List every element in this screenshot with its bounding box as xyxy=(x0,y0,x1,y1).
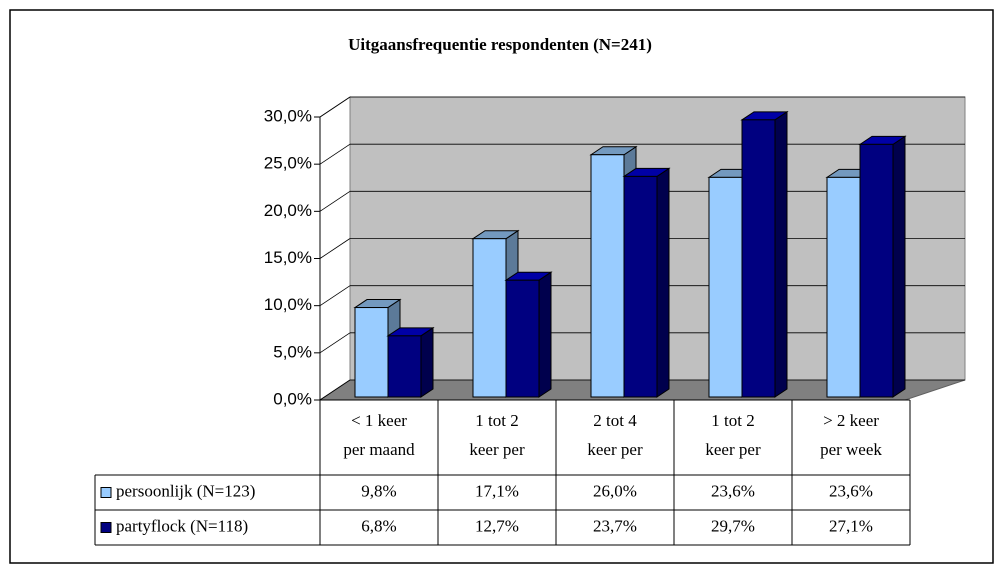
bar xyxy=(740,110,789,398)
bar-front xyxy=(623,175,658,398)
x-tick-label: < 1 keer per maand xyxy=(343,411,415,459)
bar xyxy=(622,167,671,398)
data-label: 27,1% xyxy=(829,516,873,535)
x-tick-label: 1 tot 2 keer per xyxy=(469,411,525,459)
y-tick-label: 0,0% xyxy=(273,389,312,408)
bar xyxy=(858,135,907,398)
grid-line xyxy=(319,191,351,212)
legend-swatch xyxy=(100,522,112,533)
grid-line xyxy=(319,332,351,354)
bar-front xyxy=(708,176,743,398)
bar-front xyxy=(741,119,776,398)
grid-line xyxy=(319,238,351,259)
data-label: 29,7% xyxy=(711,516,755,535)
chart-title: Uitgaansfrequentie respondenten (N=241) xyxy=(348,35,652,54)
y-tick-label: 10,0% xyxy=(264,295,312,314)
data-label: 6,8% xyxy=(361,516,396,535)
bar-side xyxy=(774,110,788,398)
data-label: 9,8% xyxy=(361,481,396,500)
bar xyxy=(504,271,553,398)
bar-side xyxy=(892,135,906,398)
y-tick-label: 15,0% xyxy=(264,248,312,267)
grid-line xyxy=(319,143,351,165)
x-tick-label: 2 tot 4 keer per xyxy=(587,411,643,459)
y-tick-label: 5,0% xyxy=(273,342,312,361)
x-tick-label: > 2 keer per week xyxy=(820,411,882,459)
bar-side xyxy=(538,271,552,398)
legend-swatch xyxy=(100,487,112,498)
bar-front xyxy=(590,154,625,398)
legend-label: partyflock (N=118) xyxy=(116,516,248,535)
grid-line xyxy=(319,285,351,306)
bar-side xyxy=(420,326,434,398)
bar-front xyxy=(826,176,861,398)
data-label: 23,7% xyxy=(593,516,637,535)
y-tick-label: 20,0% xyxy=(264,201,312,220)
y-tick-label: 30,0% xyxy=(264,106,312,125)
data-label: 26,0% xyxy=(593,481,637,500)
bar-front xyxy=(472,238,507,398)
data-label: 12,7% xyxy=(475,516,519,535)
legend-label: persoonlijk (N=123) xyxy=(116,481,255,500)
grid-line xyxy=(319,379,351,401)
data-label: 17,1% xyxy=(475,481,519,500)
data-label: 23,6% xyxy=(711,481,755,500)
grid-line xyxy=(319,96,351,118)
bar-front xyxy=(354,307,389,398)
bar-front xyxy=(387,335,422,398)
bar-front xyxy=(505,279,540,398)
bar-side xyxy=(656,167,670,398)
bar-front xyxy=(859,143,894,398)
x-tick-label: 1 tot 2 keer per xyxy=(705,411,761,459)
y-tick-label: 25,0% xyxy=(264,154,312,173)
bar xyxy=(386,326,435,398)
data-label: 23,6% xyxy=(829,481,873,500)
